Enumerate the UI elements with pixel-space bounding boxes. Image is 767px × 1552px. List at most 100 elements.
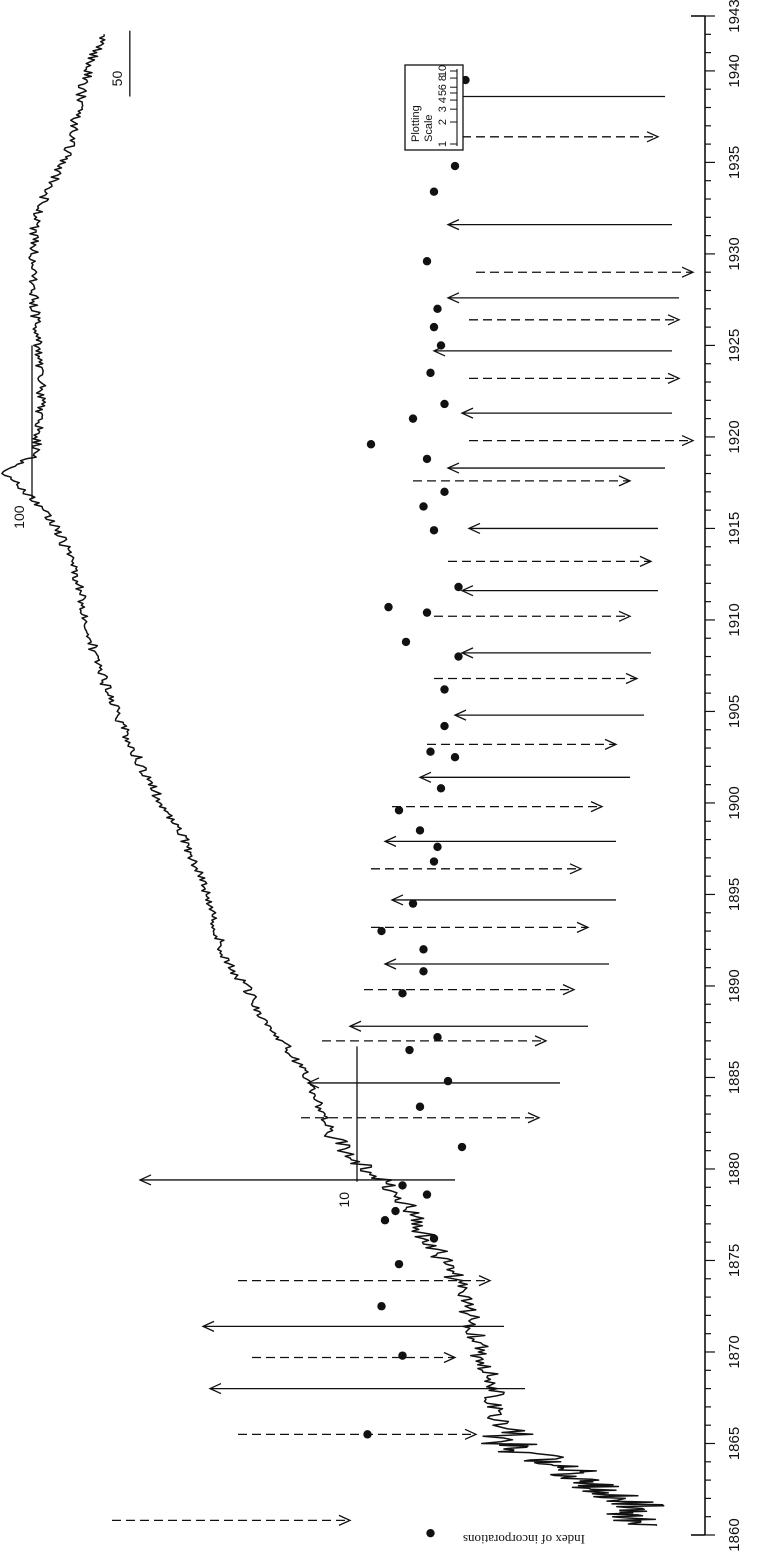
data-dot bbox=[443, 1076, 453, 1086]
arrow-head-icon bbox=[604, 738, 618, 750]
arrow-head-icon bbox=[443, 1351, 457, 1364]
arrow-head-icon bbox=[562, 984, 576, 996]
legend-scale-label: 4 bbox=[437, 97, 449, 103]
plotting-scale-legend: Plotting Scale 108 654 3 2 1 bbox=[404, 64, 464, 151]
arrow-head-icon bbox=[618, 475, 632, 487]
data-dot bbox=[436, 341, 446, 350]
arrow-head-icon bbox=[338, 1514, 352, 1526]
cycle-arrows bbox=[112, 90, 695, 1526]
legend-scale-label: 1 bbox=[437, 141, 449, 147]
data-dot bbox=[426, 1528, 435, 1538]
arrow-head-icon bbox=[527, 1112, 541, 1124]
arrow-head-icon bbox=[576, 921, 590, 933]
data-dot bbox=[440, 685, 449, 694]
data-dot bbox=[457, 1142, 467, 1152]
arrow-head-icon bbox=[306, 1077, 320, 1089]
arrow-head-icon bbox=[681, 434, 695, 447]
legend-scale-label: 5 bbox=[437, 90, 449, 96]
arrow-head-icon bbox=[569, 863, 583, 875]
arrow-head-icon bbox=[383, 958, 397, 970]
x-tick-label: 1905 bbox=[726, 695, 743, 728]
data-dot bbox=[429, 526, 439, 535]
arrow-head-icon bbox=[618, 610, 632, 622]
arrow-head-icon bbox=[639, 555, 653, 567]
data-dot bbox=[422, 257, 432, 266]
data-dot bbox=[440, 487, 449, 497]
arrow-head-icon bbox=[667, 372, 681, 384]
data-dot bbox=[391, 1206, 400, 1216]
arrow-head-icon bbox=[646, 131, 660, 143]
data-dot bbox=[419, 967, 428, 976]
x-tick-label: 1885 bbox=[726, 1061, 743, 1094]
arrow-head-icon bbox=[478, 1275, 492, 1287]
data-dot bbox=[394, 806, 404, 815]
time-axis: 1860 1865 1870 1875 1880 1885 1890 1895 1900 1905… bbox=[691, 0, 743, 1552]
data-dot bbox=[377, 926, 386, 936]
data-dot bbox=[405, 1045, 414, 1055]
data-dot bbox=[366, 440, 376, 449]
x-tick-label: 1915 bbox=[726, 512, 743, 545]
data-dot bbox=[440, 721, 449, 731]
data-dot bbox=[415, 1102, 425, 1111]
data-dot bbox=[429, 857, 439, 866]
series-line bbox=[1, 34, 665, 1527]
arrow-head-icon bbox=[464, 1428, 478, 1440]
x-tick-label: 1900 bbox=[726, 786, 743, 819]
data-dot bbox=[384, 602, 393, 612]
x-tick-label: 1880 bbox=[726, 1152, 743, 1185]
reference-label-50: 50 bbox=[109, 71, 125, 87]
legend-box bbox=[404, 64, 464, 151]
data-dot bbox=[422, 608, 432, 617]
arrow-head-icon bbox=[201, 1320, 215, 1332]
legend-scale-label: 10 bbox=[437, 65, 449, 77]
x-tick-label: 1910 bbox=[726, 603, 743, 636]
arrow-head-icon bbox=[418, 771, 432, 783]
x-tick-label: 1925 bbox=[726, 329, 743, 362]
arrow-head-icon bbox=[625, 672, 639, 685]
legend-scale-label: 3 bbox=[437, 106, 449, 112]
x-tick-label: 1935 bbox=[726, 146, 743, 179]
arrow-head-icon bbox=[383, 835, 397, 847]
arrow-head-icon bbox=[460, 407, 474, 419]
arrow-head-icon bbox=[390, 894, 404, 906]
data-dot bbox=[433, 842, 442, 852]
x-tick-label: 1860 bbox=[726, 1518, 743, 1551]
data-dot bbox=[426, 747, 435, 756]
x-tick-label: 1940 bbox=[726, 54, 743, 87]
arrow-head-icon bbox=[138, 1174, 152, 1186]
arrow-head-icon bbox=[208, 1382, 222, 1395]
data-dot bbox=[433, 1033, 442, 1042]
legend-scale-label: 8 bbox=[437, 75, 449, 81]
data-dot bbox=[415, 826, 425, 835]
data-dot bbox=[398, 989, 407, 998]
data-dot bbox=[377, 1302, 386, 1311]
legend-title-line: Plotting bbox=[410, 105, 422, 142]
data-dot bbox=[429, 322, 439, 332]
data-dot bbox=[401, 637, 411, 647]
reference-label-100: 100 bbox=[11, 505, 27, 529]
arrow-head-icon bbox=[681, 266, 695, 278]
data-dot bbox=[380, 1216, 390, 1225]
legend-scale-label: 2 bbox=[437, 119, 449, 125]
arrow-head-icon bbox=[534, 1035, 548, 1047]
data-dot bbox=[454, 582, 463, 592]
arrow-head-icon bbox=[460, 647, 474, 659]
x-tick-label: 1870 bbox=[726, 1335, 743, 1368]
arrow-head-icon bbox=[590, 801, 604, 813]
data-dot bbox=[436, 784, 446, 793]
data-dot bbox=[398, 1181, 407, 1190]
data-dot bbox=[454, 652, 463, 661]
x-tick-label: 1943 bbox=[726, 0, 743, 33]
data-dot bbox=[394, 1259, 404, 1269]
series bbox=[1, 34, 665, 1527]
arrow-head-icon bbox=[453, 709, 467, 721]
x-tick-label: 1920 bbox=[726, 420, 743, 453]
arrow-head-icon bbox=[446, 219, 460, 231]
data-dot bbox=[398, 1351, 407, 1360]
data-dot bbox=[450, 161, 460, 171]
data-dot bbox=[450, 752, 460, 762]
arrow-head-icon bbox=[460, 585, 474, 597]
x-tick-label: 1865 bbox=[726, 1427, 743, 1460]
reference-lines: 10 100 50 bbox=[11, 30, 358, 1208]
